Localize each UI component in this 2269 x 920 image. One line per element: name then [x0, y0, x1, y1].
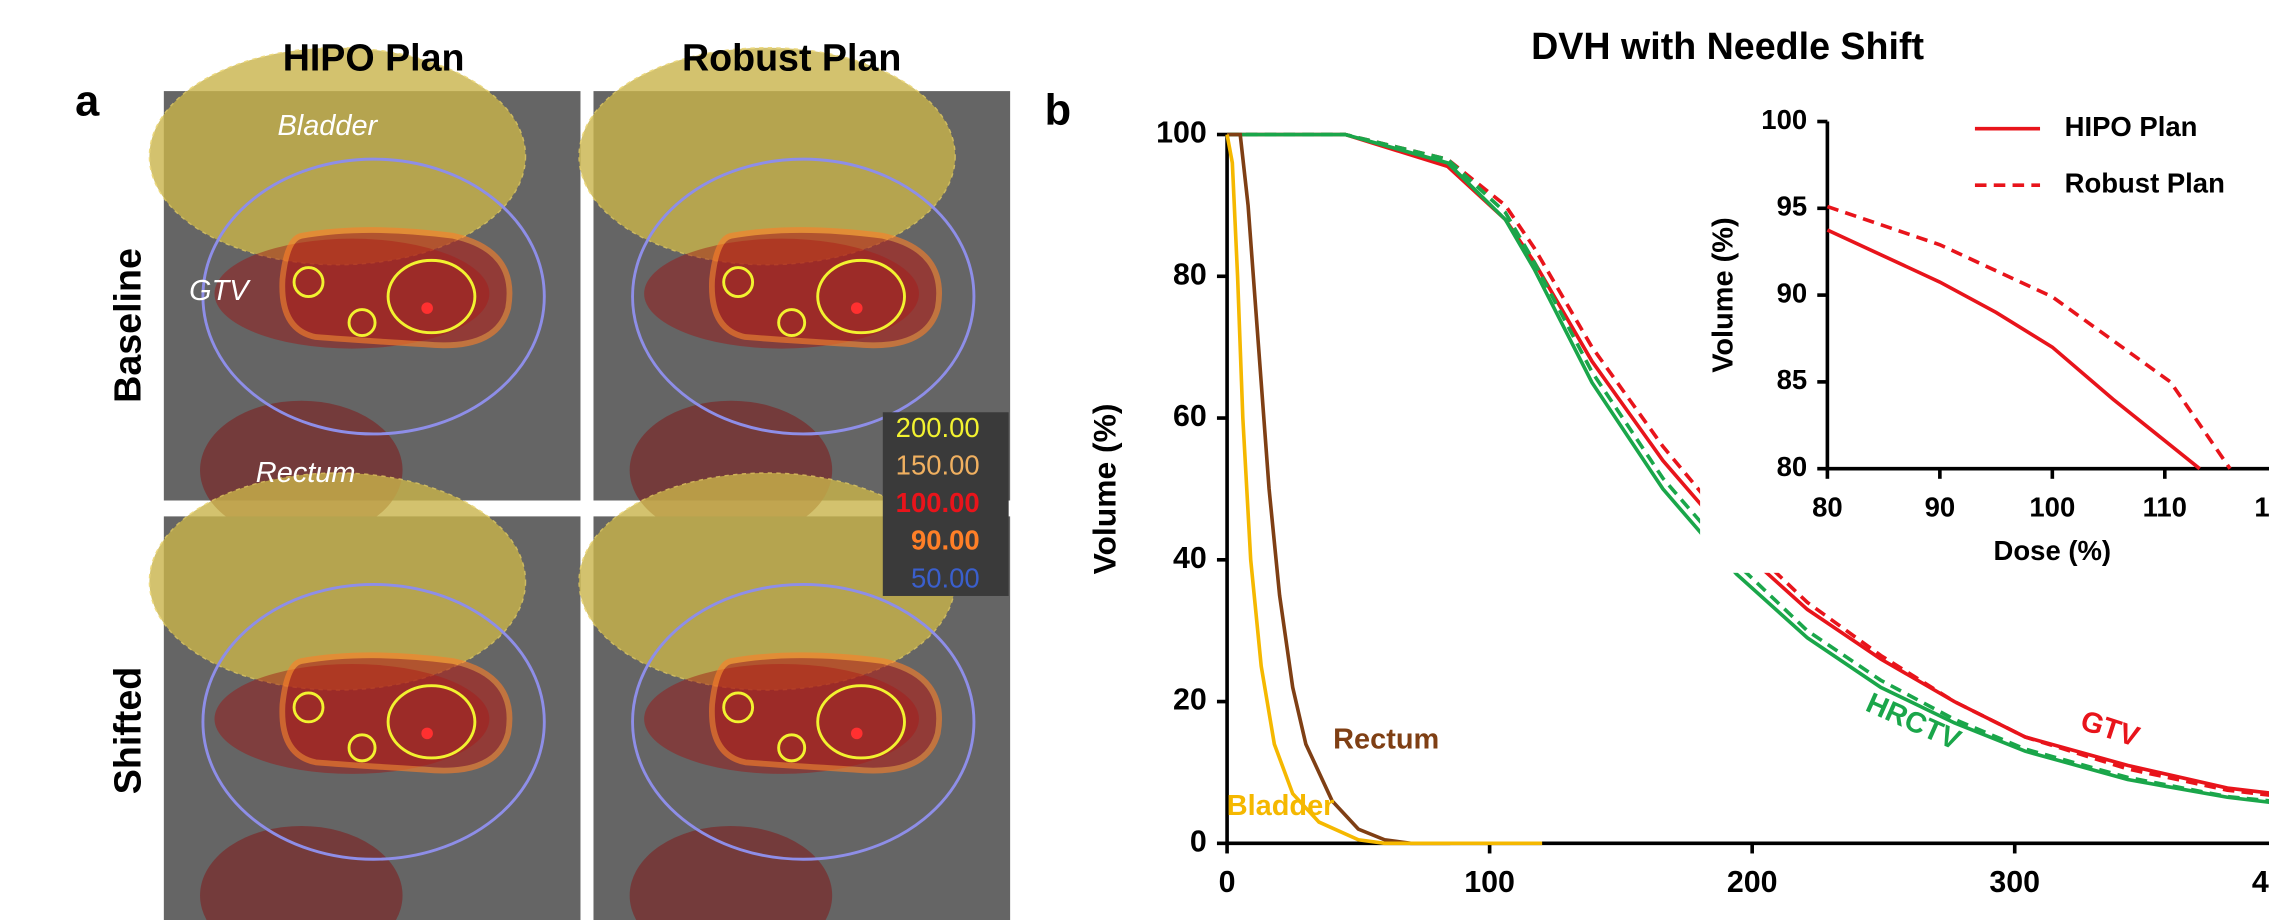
isodose-label: 100.00 — [896, 487, 980, 518]
legend-label: HIPO Plan — [2065, 111, 2198, 142]
series-line — [1826, 204, 2232, 470]
inset-background — [1700, 95, 2269, 573]
row-title: Baseline — [107, 248, 149, 403]
y-tick-label: 100 — [1156, 117, 1207, 150]
y-tick-label: 85 — [1777, 364, 1808, 395]
panel-label: a — [75, 78, 100, 126]
x-tick-label: 120 — [2254, 491, 2269, 522]
y-tick-label: 90 — [1777, 277, 1808, 308]
y-tick-label: 100 — [1761, 104, 1807, 135]
panel-label: b — [1045, 86, 1072, 134]
x-tick-label: 100 — [1464, 866, 1515, 899]
colorbar-box — [882, 412, 1009, 596]
curve-label: Rectum — [1333, 723, 1439, 755]
y-axis-label: Volume (%) — [1086, 404, 1122, 575]
x-tick-label: 400 — [2252, 866, 2269, 899]
row-title: Shifted — [107, 667, 149, 794]
x-tick-label: 200 — [1727, 866, 1778, 899]
x-tick-label: 110 — [2143, 491, 2187, 522]
isodose-label: 50.00 — [911, 562, 980, 593]
series-line — [1225, 134, 1543, 846]
x-tick-label: 0 — [1219, 866, 1236, 899]
y-tick-label: 80 — [1777, 451, 1808, 482]
structure-label: GTV — [189, 275, 251, 307]
curve-label: Bladder — [1227, 790, 1335, 822]
y-tick-label: 40 — [1173, 542, 1207, 575]
structure-label: Bladder — [277, 110, 378, 142]
x-tick-label: 300 — [1989, 866, 2040, 899]
y-tick-label: 95 — [1777, 191, 1808, 222]
y-axis-label: Volume (%) — [1707, 217, 1739, 372]
chart-title: DVH with Needle Shift — [1531, 25, 1924, 67]
series-line — [1227, 132, 2269, 804]
y-tick-label: 60 — [1173, 400, 1207, 433]
series-line — [1826, 228, 2201, 471]
column-title: HIPO Plan — [283, 37, 465, 79]
x-axis-label: Dose (%) — [1994, 535, 2112, 566]
structure-label: Rectum — [256, 457, 356, 489]
y-tick-label: 20 — [1173, 684, 1207, 717]
curve-label: GTV — [2077, 705, 2144, 754]
x-tick-label: 90 — [1925, 491, 1956, 522]
isodose-label: 150.00 — [896, 449, 980, 480]
isodose-label: 200.00 — [896, 412, 980, 443]
x-tick-label: 80 — [1812, 491, 1843, 522]
legend-label: Robust Plan — [2065, 167, 2225, 198]
y-tick-label: 0 — [1190, 825, 1207, 858]
y-tick-label: 80 — [1173, 258, 1207, 291]
x-tick-label: 100 — [2029, 491, 2075, 522]
isodose-label: 90.00 — [911, 525, 980, 556]
series-line — [1227, 132, 1451, 846]
column-title: Robust Plan — [682, 37, 901, 79]
